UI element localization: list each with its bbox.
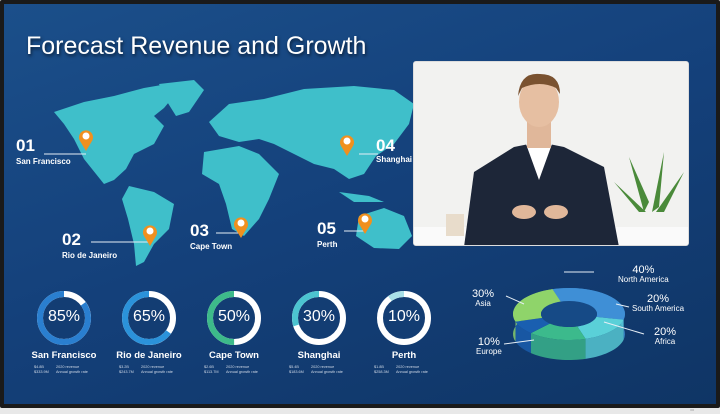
donut-side	[515, 321, 531, 354]
ring-stat: 2020 revenue	[311, 365, 335, 369]
progress-ring	[122, 291, 176, 345]
ring-stat: Annual growth rate	[56, 370, 88, 374]
ring-stat: $2.6B	[204, 365, 214, 369]
ring-stat: Annual growth rate	[396, 370, 428, 374]
marker-city-01: San Francisco	[16, 157, 71, 166]
donut-side	[530, 333, 586, 360]
ring-stat: 2020 revenue	[226, 365, 250, 369]
hair	[518, 73, 560, 96]
ring-percent: 85%	[47, 308, 81, 325]
ring-stat: $243.7M	[119, 370, 134, 374]
marker-city-05: Perth	[317, 240, 338, 249]
presenter-video[interactable]	[413, 61, 689, 246]
donut-side	[585, 319, 624, 359]
progress-ring-fill	[122, 291, 176, 345]
marker-number-04: 04	[376, 136, 395, 155]
ring-percent: 65%	[132, 308, 166, 325]
world-map	[37, 80, 645, 360]
ring-stat: Annual growth rate	[141, 370, 173, 374]
donut-slice-north-america	[552, 288, 625, 320]
ring-percent: 10%	[387, 308, 421, 325]
map-pin-icon[interactable]	[79, 130, 94, 151]
legend-africa: 20% Africa	[654, 326, 677, 347]
progress-ring	[37, 291, 91, 345]
ring-stat: 2020 revenue	[141, 365, 165, 369]
legend-asia: 30% Asia	[472, 288, 495, 309]
ring-city: Perth	[391, 350, 417, 361]
marker-number-01: 01	[16, 136, 35, 155]
map-pin-icon[interactable]	[358, 213, 373, 234]
progress-ring	[292, 291, 346, 345]
coffee-cup	[446, 214, 464, 236]
slide-title: Forecast Revenue and Growth	[26, 32, 367, 60]
indonesia	[339, 192, 384, 202]
suit	[464, 142, 619, 245]
map-pin-icon[interactable]	[234, 217, 248, 238]
map-pin-icon[interactable]	[339, 135, 354, 156]
ring-stat: $333.9M	[34, 370, 49, 374]
marker-number-03: 03	[190, 221, 209, 240]
progress-ring-fill	[207, 291, 261, 345]
ring-stat: $4.8B	[34, 365, 44, 369]
marker-city-03: Cape Town	[190, 242, 233, 251]
marker-number-02: 02	[62, 230, 81, 249]
greenland	[159, 80, 204, 116]
ring-stat: Annual growth rate	[311, 370, 343, 374]
presenter-image	[414, 62, 688, 245]
ring-stat: $258.3M	[374, 370, 389, 374]
donut-slice-europe	[515, 317, 550, 334]
marker-city-04: Shanghai	[376, 155, 413, 164]
donut-slice-africa	[530, 323, 586, 340]
donut-chart	[503, 271, 645, 360]
progress-ring-fill	[292, 291, 346, 345]
ring-stat: 2020 revenue	[396, 365, 420, 369]
europe-asia	[209, 86, 414, 179]
legend-north-america: 40% North America	[618, 264, 669, 285]
legend-south-america: 20% South America	[632, 293, 685, 314]
progress-ring-fill	[37, 291, 91, 345]
ring-city: San Francisco	[31, 350, 97, 361]
progress-ring	[207, 291, 261, 345]
donut-slice-south-america	[577, 316, 624, 339]
ring-city: Shanghai	[297, 350, 341, 361]
ring-stat: $5.4B	[289, 365, 299, 369]
ring-stat: $1.8B	[374, 365, 384, 369]
progress-ring-fill	[377, 291, 431, 345]
ring-stat: $183.6M	[289, 370, 304, 374]
ring-stat: Annual growth rate	[226, 370, 258, 374]
ring-stat: $113.7M	[204, 370, 219, 374]
monitor-logo: ▭	[690, 407, 694, 412]
africa	[202, 146, 279, 236]
ring-stat: $3.2B	[119, 365, 129, 369]
ring-city: Rio de Janeiro	[116, 350, 182, 361]
ring-stat: 2020 revenue	[56, 365, 80, 369]
slide: Forecast Revenue and Growth 01 San Franc…	[4, 4, 716, 404]
north-america	[54, 82, 179, 184]
marker-city-02: Rio de Janeiro	[62, 251, 118, 260]
donut-slice-asia	[513, 289, 561, 322]
plant	[614, 152, 684, 212]
map-pin-icon[interactable]	[143, 225, 158, 246]
legend-europe: 10% Europe	[476, 336, 502, 357]
ring-city: Cape Town	[209, 350, 259, 361]
progress-ring	[377, 291, 431, 345]
ring-percent: 50%	[217, 308, 251, 325]
marker-number-05: 05	[317, 219, 336, 238]
ring-percent: 30%	[302, 308, 336, 325]
face	[519, 77, 559, 127]
